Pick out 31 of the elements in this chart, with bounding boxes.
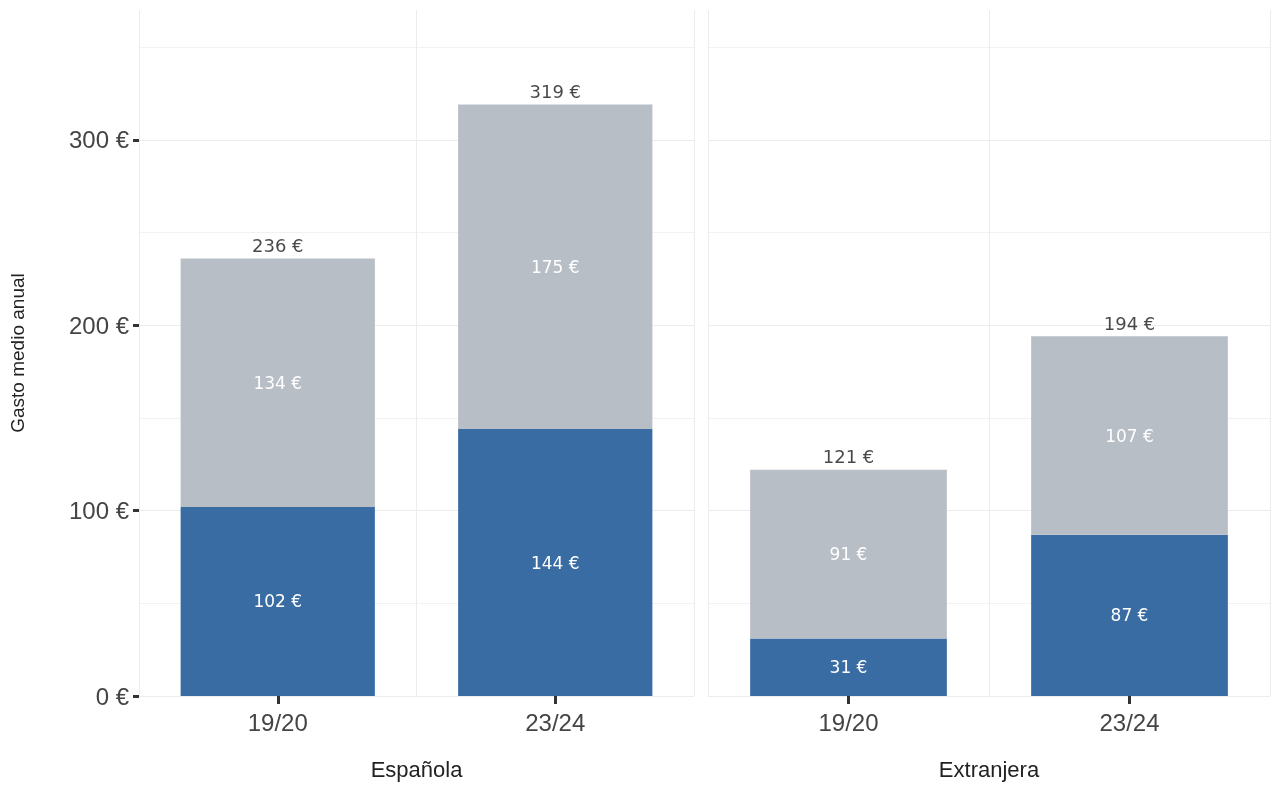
total-label: 194 € xyxy=(1103,312,1156,334)
x-tick-label: 23/24 xyxy=(525,708,586,736)
y-axis-title: Gasto medio anual xyxy=(7,273,28,433)
data-label: 107 € xyxy=(1105,425,1154,446)
bar xyxy=(750,469,947,639)
bar xyxy=(750,638,947,696)
x-axis-title: Extranjera xyxy=(938,756,1040,782)
bar xyxy=(458,104,653,430)
y-tick-label: 100 € xyxy=(68,497,130,525)
bar xyxy=(180,258,375,507)
data-label: 91 € xyxy=(829,544,868,565)
bar xyxy=(180,506,375,696)
total-label: 319 € xyxy=(529,81,582,103)
total-label: 121 € xyxy=(822,446,875,468)
data-label: 175 € xyxy=(530,256,580,277)
bar xyxy=(1031,336,1228,535)
y-tick-label: 300 € xyxy=(68,126,130,154)
data-label: 102 € xyxy=(253,591,303,612)
y-tick-label: 200 € xyxy=(68,311,130,339)
bar xyxy=(458,429,653,696)
total-label: 236 € xyxy=(251,234,304,256)
data-label: 31 € xyxy=(829,657,868,678)
data-label: 87 € xyxy=(1110,605,1149,626)
x-tick-label: 19/20 xyxy=(247,708,308,736)
data-label: 134 € xyxy=(253,372,303,393)
x-tick-label: 23/24 xyxy=(1099,708,1160,736)
data-label: 144 € xyxy=(530,552,580,573)
x-axis-title: Española xyxy=(370,756,464,782)
y-tick-label: 0 € xyxy=(95,682,130,710)
bar xyxy=(1031,534,1228,696)
x-tick-label: 19/20 xyxy=(818,708,879,736)
